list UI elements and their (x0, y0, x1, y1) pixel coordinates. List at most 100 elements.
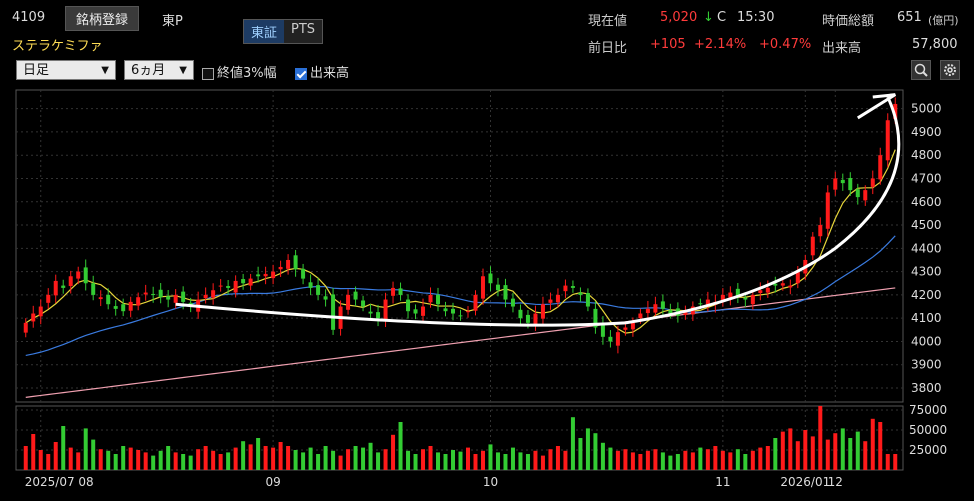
ma-mid-line (25, 235, 896, 357)
volume-tick-label: 50000 (909, 423, 947, 437)
candle-body (428, 294, 433, 303)
volume-bar (443, 454, 448, 470)
volume-label: 出来高 (822, 41, 862, 56)
volume-bar (241, 441, 246, 470)
volume-bar (780, 431, 785, 470)
volume-bar (53, 442, 58, 470)
candle-body (38, 306, 43, 317)
candle-body (668, 310, 673, 314)
candle-body (645, 308, 650, 314)
volume-bar (788, 428, 793, 470)
candle-body (376, 312, 381, 319)
volume-bar (510, 447, 515, 470)
volume-bar (758, 447, 763, 470)
volume-bar (31, 434, 36, 470)
settings-button[interactable] (940, 60, 960, 80)
volume-option[interactable]: 出来高 (295, 62, 349, 81)
candle-body (570, 286, 575, 288)
candle-body (825, 192, 830, 229)
range-select[interactable]: 6ヵ月 ▼ (124, 60, 194, 80)
volume-bar (818, 406, 823, 470)
period-select[interactable]: 日足 ▼ (16, 60, 116, 80)
volume-bar (428, 446, 433, 470)
band-label: 終値3%幅 (217, 66, 277, 81)
candle-body (211, 290, 216, 298)
candle-body (151, 293, 156, 295)
candle-body (136, 297, 141, 306)
volume-bar (263, 446, 268, 470)
price-flag: C (717, 10, 727, 25)
volume-bar (293, 450, 298, 470)
candle-body (323, 296, 328, 300)
volume-bar (368, 442, 373, 470)
candle-body (893, 103, 898, 119)
candle-body (540, 304, 545, 319)
volume-bar (488, 444, 493, 470)
ma-long-line (25, 287, 896, 398)
volume-bar (555, 446, 560, 470)
candle-body (705, 299, 710, 306)
exchange-tabs: 東証 PTS (243, 19, 324, 44)
price-chart[interactable]: 5000 4900 4800 4700 4600 4500 4400 4300 4200 4100… (0, 86, 974, 498)
volume-bar (181, 454, 186, 470)
volume-bar (136, 450, 141, 470)
volume-bar (540, 455, 545, 470)
tab-tosho[interactable]: 東証 (244, 20, 285, 43)
volume-checkbox[interactable] (295, 67, 307, 80)
price-tick-label: 4900 (911, 125, 942, 139)
price-tick-label: 4000 (911, 334, 942, 348)
volume-bar (98, 449, 103, 470)
stock-code: 4109 (12, 10, 46, 25)
candle-body (758, 290, 763, 294)
candle-body (98, 297, 103, 300)
tab-pts[interactable]: PTS (284, 20, 323, 43)
volume-bar (893, 454, 898, 470)
candle-body (698, 303, 703, 305)
volume-option-label: 出来高 (310, 66, 350, 81)
price-tick-label: 4800 (911, 148, 942, 162)
volume-bar (803, 430, 808, 470)
volume-bar (91, 439, 96, 470)
volume-bar (570, 417, 575, 470)
candle-body (166, 296, 171, 300)
candle-body (810, 236, 815, 256)
candle-body (286, 259, 291, 269)
candle-body (653, 304, 658, 313)
volume-bar (630, 452, 635, 470)
volume-bar (795, 441, 800, 470)
magnifier-icon (914, 63, 928, 77)
volume-bar (773, 438, 778, 470)
volume-bar (436, 452, 441, 470)
candle-body (765, 287, 770, 293)
volume-bar (68, 447, 73, 470)
band-option[interactable]: 終値3%幅 (202, 62, 277, 81)
candle-body (458, 315, 463, 317)
candle-body (121, 304, 126, 312)
x-tick-label: 10 (483, 475, 498, 489)
volume-bar (271, 447, 276, 470)
gear-icon (944, 64, 956, 76)
volume-bar (563, 450, 568, 470)
band-checkbox[interactable] (202, 67, 214, 80)
volume-bar (308, 447, 313, 470)
candle-body (143, 292, 148, 295)
volume-bar (668, 455, 673, 470)
volume-bar (76, 452, 81, 470)
candle-body (488, 273, 493, 284)
zoom-button[interactable] (911, 60, 931, 80)
candle-body (600, 323, 605, 337)
candle-body (503, 285, 508, 300)
volume-bar (346, 449, 351, 470)
volume-bar (840, 428, 845, 470)
candle-body (406, 299, 411, 312)
candle-body (181, 291, 186, 302)
volume-bar (698, 447, 703, 470)
volume-bar (713, 446, 718, 470)
price-tick-label: 4300 (911, 265, 942, 279)
volume-bar (121, 446, 126, 470)
register-button[interactable]: 銘柄登録 (65, 6, 140, 31)
candle-body (46, 294, 51, 303)
candle-body (885, 120, 890, 161)
volume-bar (248, 444, 253, 470)
volume-bar (128, 447, 133, 470)
